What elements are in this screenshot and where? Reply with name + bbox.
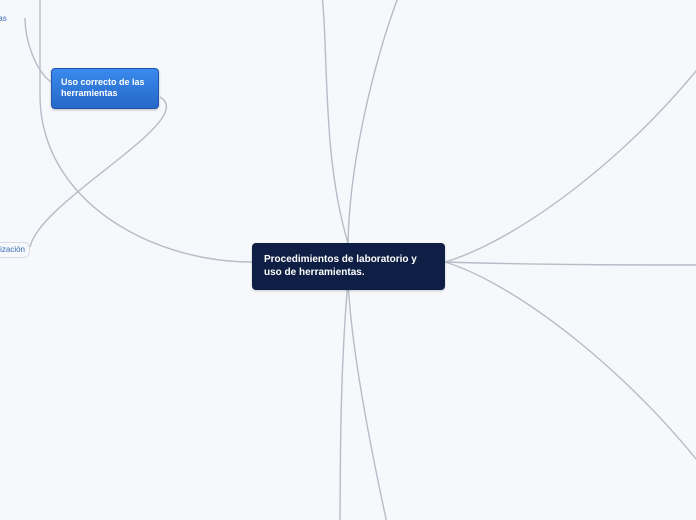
leaf-organizacion-label: nización: [0, 245, 25, 254]
center-node-label: Procedimientos de laboratorio y uso de h…: [264, 254, 417, 278]
leaf-varias-label: as Varias: [0, 14, 7, 23]
branch-tools-label: Uso correcto de las herramientas: [61, 77, 145, 98]
center-node[interactable]: Procedimientos de laboratorio y uso de h…: [252, 243, 445, 290]
mindmap-canvas: Procedimientos de laboratorio y uso de h…: [0, 0, 696, 520]
branch-tools-node[interactable]: Uso correcto de las herramientas: [51, 68, 159, 109]
leaf-varias-node[interactable]: as Varias: [0, 12, 30, 26]
leaf-organizacion-node[interactable]: nización: [0, 242, 30, 258]
